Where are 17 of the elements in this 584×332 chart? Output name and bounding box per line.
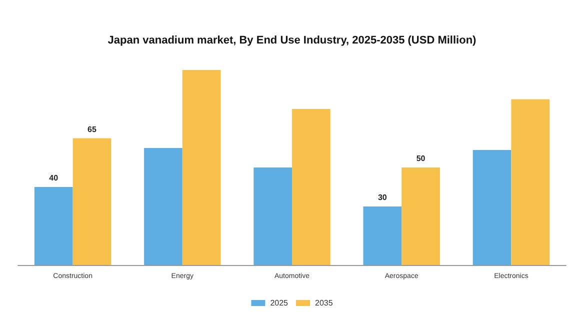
legend-label: 2035 bbox=[315, 298, 334, 308]
chart-title: Japan vanadium market, By End Use Industry, 2025-2035 (USD Million) bbox=[108, 34, 477, 46]
data-label: 50 bbox=[416, 154, 426, 163]
bar bbox=[182, 70, 221, 265]
bar bbox=[292, 109, 330, 265]
bar bbox=[34, 187, 73, 265]
bar bbox=[363, 206, 402, 265]
bar bbox=[254, 168, 292, 265]
data-label: 30 bbox=[378, 193, 388, 202]
bar bbox=[511, 99, 550, 265]
legend-label: 2025 bbox=[270, 298, 289, 308]
bar bbox=[144, 148, 182, 265]
bar bbox=[472, 150, 512, 265]
bar bbox=[72, 138, 112, 265]
bar bbox=[402, 168, 440, 265]
data-label: 65 bbox=[88, 124, 97, 134]
data-label: 40 bbox=[49, 174, 59, 182]
